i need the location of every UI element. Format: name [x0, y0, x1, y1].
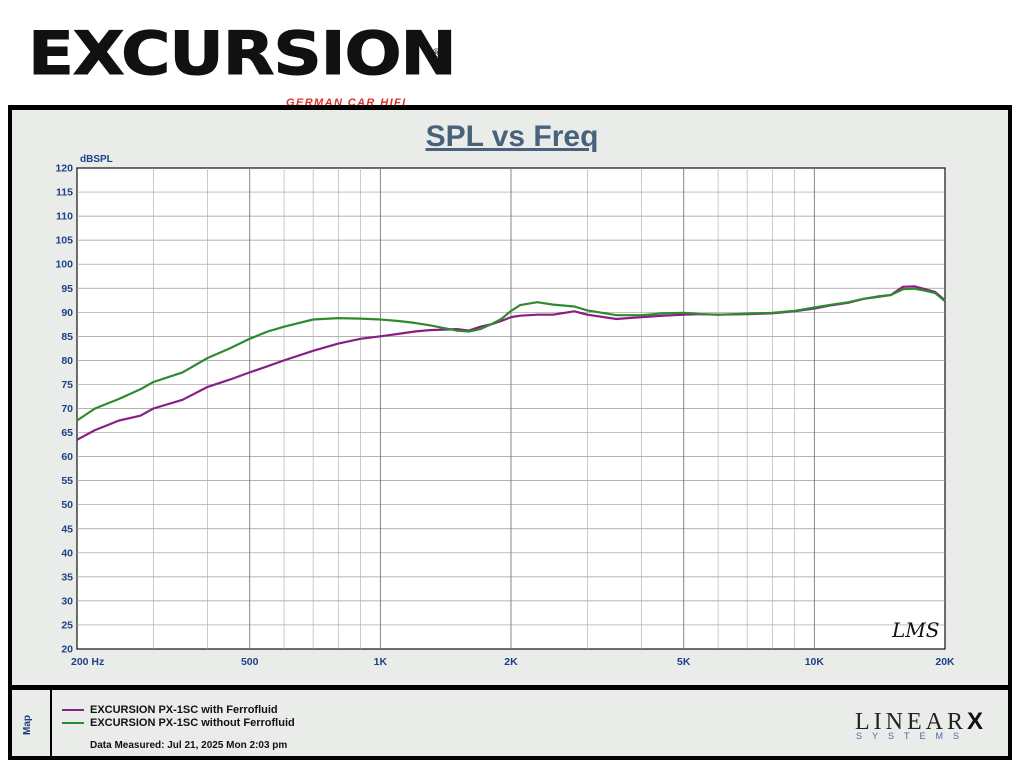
linearx-logo: LINEARX [855, 708, 987, 736]
y-tick-label: 40 [61, 547, 73, 559]
brand-subtitle: SYSTEMS [856, 731, 970, 741]
legend-swatch-green [62, 722, 84, 725]
y-tick-label: 100 [55, 259, 73, 271]
y-tick-label: 55 [61, 475, 73, 487]
x-tick-label: 20K [935, 656, 955, 668]
y-tick-label: 35 [61, 571, 73, 583]
y-tick-label: 105 [55, 235, 73, 247]
y-tick-label: 110 [56, 211, 73, 223]
grid-lines [77, 168, 945, 649]
x-tick-label: 1K [374, 656, 388, 668]
y-axis-label: dBSPL [80, 154, 113, 165]
lms-signature: LMS [892, 618, 940, 642]
data-series [76, 285, 946, 441]
y-tick-label: 60 [61, 451, 73, 463]
chart-title: SPL vs Freq [425, 120, 599, 153]
map-tab[interactable] [12, 690, 52, 756]
y-tick-label: 85 [61, 331, 73, 343]
brand-name: LINEAR [855, 709, 967, 735]
measured-date: Data Measured: Jul 21, 2025 Mon 2:03 pm [90, 740, 288, 751]
y-tick-label: 95 [61, 283, 73, 295]
legend-item-with-ferrofluid: EXCURSION PX-1SC with Ferrofluid [62, 704, 278, 718]
y-tick-label: 75 [61, 379, 73, 391]
y-tick-label: 120 [55, 163, 73, 175]
legend-item-without-ferrofluid: EXCURSION PX-1SC without Ferrofluid [62, 717, 295, 731]
legend-text: EXCURSION PX-1SC without Ferrofluid [90, 717, 295, 729]
x-tick-label: 2K [504, 656, 518, 668]
y-tick-label: 115 [56, 187, 73, 199]
y-tick-label: 90 [61, 307, 73, 319]
y-tick-label: 50 [61, 499, 73, 511]
brand-x: X [966, 708, 987, 735]
x-tick-label: 10K [805, 656, 825, 668]
legend-panel [12, 690, 1008, 756]
x-tick-label: 5K [677, 656, 691, 668]
y-tick-label: 25 [61, 619, 73, 631]
x-tick-labels: 200 Hz 500 1K 2K 5K 10K 20K [71, 656, 955, 668]
y-tick-label: 65 [61, 427, 73, 439]
x-tick-label: 500 [241, 656, 259, 668]
y-tick-label: 70 [61, 403, 73, 415]
y-tick-label: 30 [61, 595, 73, 607]
y-tick-labels: 20 25 30 35 40 45 50 55 60 65 70 75 80 85 90 95 100 105 11… [55, 163, 73, 656]
series-line-without-ferrofluid [76, 287, 946, 422]
registered-mark: ® [432, 46, 441, 60]
y-tick-label: 80 [61, 355, 73, 367]
legend-swatch-magenta [62, 709, 84, 712]
x-tick-label: 200 Hz [71, 656, 104, 668]
y-tick-label: 45 [61, 523, 73, 535]
legend-text: EXCURSION PX-1SC with Ferrofluid [90, 704, 278, 716]
y-tick-label: 20 [61, 644, 73, 656]
logo-wordmark: EXCURSION [27, 19, 457, 89]
